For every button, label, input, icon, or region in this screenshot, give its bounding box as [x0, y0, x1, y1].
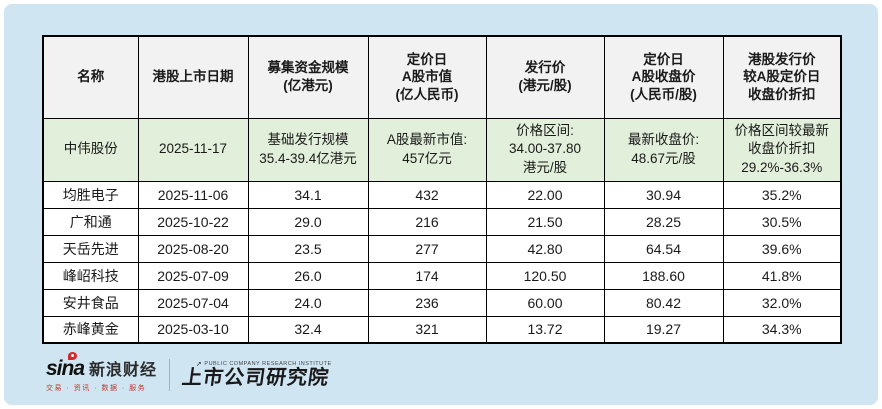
cell-close-price: 最新收盘价: 48.67元/股: [603, 117, 724, 182]
sina-wordmark: sina: [46, 357, 85, 380]
sina-tagline: 交易 · 资讯 · 数据 · 服务: [46, 385, 147, 392]
cell-mcap: 236: [367, 288, 487, 317]
column-header-issue-price: 发行价 (港元/股): [485, 35, 605, 119]
cell-issue-price: 120.50: [485, 261, 605, 290]
cell-list-date: 2025-03-10: [137, 315, 249, 344]
cell-name: 中伟股份: [42, 117, 139, 182]
cell-issue-price: 21.50: [485, 207, 605, 236]
cell-mcap: 432: [367, 180, 487, 209]
column-header-raise: 募集资金规模 (亿港元): [247, 35, 369, 119]
logo-divider: [169, 358, 171, 391]
cell-close-price: 64.54: [603, 234, 724, 263]
cell-discount: 34.3%: [722, 315, 842, 344]
cell-name: 赤峰黄金: [42, 315, 139, 344]
column-header-discount: 港股发行价 较A股定价日 收盘价折扣: [722, 35, 842, 119]
cell-name: 天岳先进: [42, 234, 139, 263]
sina-finance-logo: sina 新浪财经 交易 · 资讯 · 数据 · 服务: [46, 352, 158, 393]
cell-discount: 39.6%: [722, 234, 842, 263]
cell-mcap: 277: [367, 234, 487, 263]
institute-en-text: PUBLIC COMPANY RESEARCH INSTITUTE: [204, 361, 332, 367]
column-header-close-price: 定价日 A股收盘价 (人民币/股): [603, 35, 724, 119]
cell-issue-price: 价格区间: 34.00-37.80 港元/股: [485, 117, 605, 182]
table-row: 安井食品 2025-07-04 24.0 236 60.00 80.42 32.…: [42, 288, 842, 317]
cell-list-date: 2025-07-04: [137, 288, 249, 317]
cell-raise: 26.0: [247, 261, 369, 290]
cell-mcap: A股最新市值: 457亿元: [367, 117, 487, 182]
cell-raise: 29.0: [247, 207, 369, 236]
table-row: 均胜电子 2025-11-06 34.1 432 22.00 30.94 35.…: [42, 180, 842, 209]
cell-raise: 基础发行规模 35.4-39.4亿港元: [247, 117, 369, 182]
background-panel: 名称 港股上市日期 募集资金规模 (亿港元) 定价日 A股市值 (亿人民币) 发…: [4, 4, 878, 405]
cell-close-price: 188.60: [603, 261, 724, 290]
table-row-zhongwei: 中伟股份 2025-11-17 基础发行规模 35.4-39.4亿港元 A股最新…: [42, 117, 842, 182]
cell-list-date: 2025-08-20: [137, 234, 249, 263]
cell-close-price: 30.94: [603, 180, 724, 209]
column-header-list-date: 港股上市日期: [137, 35, 249, 119]
cell-list-date: 2025-10-22: [137, 207, 249, 236]
sina-brand-text: 新浪财经: [89, 362, 158, 379]
column-header-name: 名称: [42, 35, 139, 119]
cell-list-date: 2025-11-06: [137, 180, 249, 209]
table-row: 赤峰黄金 2025-03-10 32.4 321 13.72 19.27 34.…: [42, 315, 842, 344]
cell-raise: 32.4: [247, 315, 369, 344]
cell-name: 广和通: [42, 207, 139, 236]
cell-issue-price: 60.00: [485, 288, 605, 317]
cell-discount: 32.0%: [722, 288, 842, 317]
cell-discount: 30.5%: [722, 207, 842, 236]
cell-discount: 35.2%: [722, 180, 842, 209]
research-institute-logo: ➚ PUBLIC COMPANY RESEARCH INSTITUTE 上市公司…: [180, 360, 332, 389]
cell-mcap: 174: [367, 261, 487, 290]
cell-close-price: 80.42: [603, 288, 724, 317]
column-header-mcap: 定价日 A股市值 (亿人民币): [367, 35, 487, 119]
table-row: 天岳先进 2025-08-20 23.5 277 42.80 64.54 39.…: [42, 234, 842, 263]
cell-issue-price: 22.00: [485, 180, 605, 209]
table-row: 峰岹科技 2025-07-09 26.0 174 120.50 188.60 4…: [42, 261, 842, 290]
cell-close-price: 19.27: [603, 315, 724, 344]
cell-discount: 价格区间较最新 收盘价折扣 29.2%-36.3%: [722, 117, 842, 182]
arrow-icon: ➚: [196, 360, 203, 368]
institute-name: 上市公司研究院: [180, 366, 331, 389]
table-row: 广和通 2025-10-22 29.0 216 21.50 28.25 30.5…: [42, 207, 842, 236]
cell-list-date: 2025-11-17: [137, 117, 249, 182]
cell-raise: 23.5: [247, 234, 369, 263]
cell-list-date: 2025-07-09: [137, 261, 249, 290]
cell-mcap: 321: [367, 315, 487, 344]
cell-name: 安井食品: [42, 288, 139, 317]
hk-listing-table: 名称 港股上市日期 募集资金规模 (亿港元) 定价日 A股市值 (亿人民币) 发…: [42, 35, 842, 344]
cell-mcap: 216: [367, 207, 487, 236]
cell-discount: 41.8%: [722, 261, 842, 290]
cell-issue-price: 42.80: [485, 234, 605, 263]
cell-issue-price: 13.72: [485, 315, 605, 344]
table-header-row: 名称 港股上市日期 募集资金规模 (亿港元) 定价日 A股市值 (亿人民币) 发…: [42, 35, 842, 119]
cell-raise: 34.1: [247, 180, 369, 209]
cell-raise: 24.0: [247, 288, 369, 317]
footer-brand: sina 新浪财经 交易 · 资讯 · 数据 · 服务 ➚ PUBLIC COM…: [46, 352, 332, 393]
cell-name: 峰岹科技: [42, 261, 139, 290]
cell-close-price: 28.25: [603, 207, 724, 236]
sina-eye-icon: [68, 352, 77, 360]
cell-name: 均胜电子: [42, 180, 139, 209]
